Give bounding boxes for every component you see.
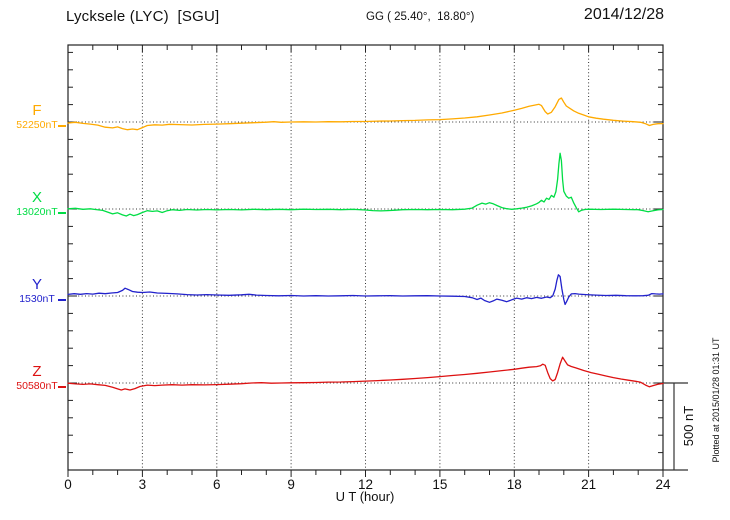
channel-letter-x: X [31,189,42,206]
x-tick-label: 3 [139,477,147,492]
channel-baseline-value-f: 52250nT [16,119,58,131]
channel-label-x: X 13020nT [8,190,66,219]
trace-Y [67,274,664,306]
x-tick-label: 9 [287,477,295,492]
x-tick-label: 18 [507,477,522,492]
x-tick-label: 21 [581,477,596,492]
scale-bar-label: 500 nT [681,406,696,447]
channel-label-f: F 52250nT [8,103,66,132]
channel-label-z: Z 50580nT [8,364,66,393]
channel-letter-f: F [32,102,42,119]
channel-label-y: Y 1530nT [8,277,66,306]
channel-letter-z: Z [32,363,42,380]
plot-date: 2014/12/28 [583,6,664,23]
trace-F [67,97,664,131]
x-tick-label: 0 [64,477,72,492]
page-title: Lycksele (LYC) [SGU] [66,8,220,25]
channel-baseline-value-y: 1530nT [19,293,55,305]
channel-letter-y: Y [31,276,42,293]
trace-Z [67,356,664,391]
x-tick-label: 15 [432,477,447,492]
x-tick-label: 6 [213,477,221,492]
x-axis-title: U T (hour) [335,489,395,504]
channel-baseline-value-x: 13020nT [16,206,58,218]
channel-baseline-value-z: 50580nT [16,380,58,392]
station-coordinates: GG ( 25.40°, 18.80°) [366,11,475,23]
x-tick-label: 24 [655,477,671,492]
plotted-at-note: Plotted at 2015/01/28 01:31 UT [711,337,721,463]
trace-X [67,152,664,217]
x-tick-label: 12 [358,477,373,492]
